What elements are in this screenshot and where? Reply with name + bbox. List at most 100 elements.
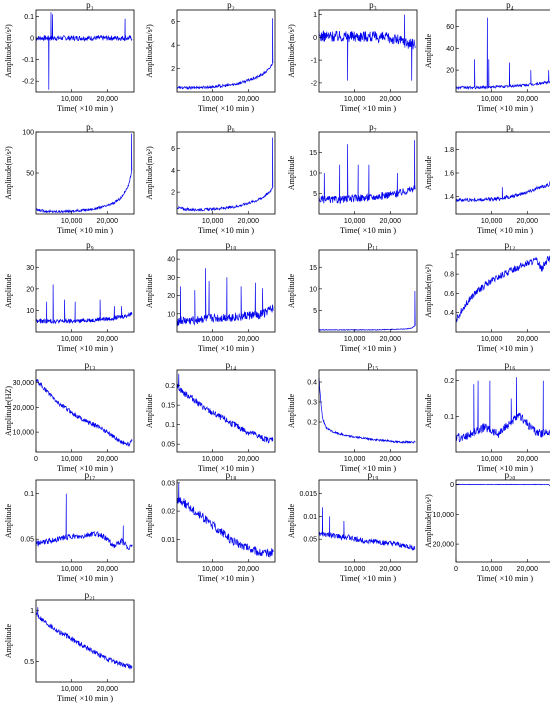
y-axis-label: Amplitude — [287, 273, 296, 309]
y-tick-label: -0.1 — [22, 57, 34, 64]
y-axis-label: Amplitude — [287, 503, 296, 539]
y-tick-label: 60 — [446, 24, 454, 31]
axes-frame — [35, 599, 135, 683]
axes-frame — [455, 369, 550, 453]
x-tick-label: 0 — [454, 566, 458, 573]
y-axis-label: Amplitude(m/s²) — [145, 146, 154, 200]
x-tick-label: 20,000 — [380, 566, 402, 573]
series-line — [35, 12, 133, 90]
chart-title: p₇ — [369, 122, 377, 132]
x-tick-label: 20,000 — [97, 218, 119, 225]
chart-title: p₄ — [506, 0, 514, 10]
y-tick-label: -2 — [311, 80, 317, 87]
chart-panel-6: p₆ 6 4 2 10,000 20,000 Amplitude(m/s²) Time( ×1… — [141, 122, 278, 240]
y-tick-label: 0.1 — [165, 422, 175, 429]
chart-title: p₁₇ — [84, 470, 96, 480]
x-axis-label: Time( ×10 min ) — [197, 103, 255, 113]
y-axis-label: Amplitude(m/s²) — [145, 24, 154, 78]
series-line — [318, 290, 416, 331]
chart-title: p₁₄ — [225, 360, 237, 370]
chart-panel-8: p₈ 1.8 1.6 1.4 10,000 20,000 Amplitude Time( ×1… — [420, 122, 550, 240]
chart-title: p₈ — [506, 122, 514, 132]
y-axis-label: Amplitude — [4, 623, 13, 659]
chart-title: p₁₂ — [504, 240, 516, 250]
chart-svg: 1 0 -1 -2 10,000 20,000 — [311, 9, 418, 103]
chart-svg: 15 10 5 10,000 20,000 — [309, 249, 418, 343]
series-line — [176, 268, 274, 327]
chart-panel-9: p₉ 30 20 10 10,000 20,000 Amplitude Time( ×10 m… — [0, 240, 137, 358]
chart-title: p₁₁ — [367, 240, 379, 250]
y-tick-label: 0.2 — [444, 378, 454, 385]
axes-frame — [35, 9, 135, 93]
y-tick-label: 1.8 — [444, 147, 454, 154]
chart-svg: 0.1 0.05 10,000 20,000 — [20, 479, 135, 573]
x-axis-label: Time( ×10 min ) — [339, 225, 397, 235]
x-tick-label: 10,000 — [481, 96, 503, 103]
y-tick-label: 20,000 — [433, 542, 455, 549]
axes-frame — [318, 479, 418, 563]
x-tick-label: 20,000 — [238, 456, 260, 463]
y-tick-label: 4 — [171, 43, 175, 50]
x-tick-label: 10,000 — [61, 566, 83, 573]
x-tick-label: 20,000 — [238, 96, 260, 103]
chart-title: p₁₉ — [367, 470, 379, 480]
y-tick-label: 0.4 — [307, 380, 317, 387]
chart-svg: 60 40 20 10,000 20,000 — [446, 9, 550, 103]
chart-svg: 0.03 0.02 0.01 10,000 20,000 — [161, 479, 276, 573]
x-tick-label: 10,000 — [344, 456, 366, 463]
axes-frame — [318, 249, 418, 333]
y-tick-label: 0.2 — [307, 420, 317, 427]
y-tick-label: 20,000 — [13, 405, 35, 412]
y-tick-label: 10 — [26, 308, 34, 315]
x-tick-label: 20,000 — [517, 96, 539, 103]
axes-frame — [176, 249, 276, 333]
series-line — [176, 373, 274, 444]
x-axis-label: Time( ×10 min ) — [476, 463, 534, 473]
axes-frame — [318, 131, 418, 215]
chart-panel-15: p₁₅ 0.4 0.3 0.2 10,000 20,000 Amplitude Time( ×… — [283, 360, 420, 478]
x-axis-label: Time( ×10 min ) — [476, 343, 534, 353]
chart-title: p₂₁ — [84, 590, 96, 600]
y-tick-label: 10,000 — [13, 430, 35, 437]
x-tick-label: 20,000 — [97, 336, 119, 343]
x-axis-label: Time( ×10 min ) — [339, 573, 397, 583]
chart-panel-5: p₅ 100 50 10,000 20,000 Amplitude(m/s²) Time( … — [0, 122, 137, 240]
y-axis-label: Amplitude — [4, 273, 13, 309]
x-tick-label: 10,000 — [202, 566, 224, 573]
series-line — [35, 133, 133, 214]
chart-panel-18: p₁₈ 0.03 0.02 0.01 10,000 20,000 Amplitude Time… — [141, 470, 278, 588]
chart-title: p₁₆ — [504, 360, 516, 370]
y-axis-label: Amplitude(m/s²) — [4, 24, 13, 78]
chart-title: p₂ — [227, 0, 235, 10]
series-line — [35, 284, 133, 325]
chart-title: p₁ — [86, 0, 94, 10]
x-axis-label: Time( ×10 min ) — [476, 103, 534, 113]
y-tick-label: 0 — [450, 482, 454, 489]
x-tick-label: 0 — [34, 456, 38, 463]
chart-panel-2: p₂ 6 4 2 10,000 20,000 Amplitude(m/s²) Time( ×1… — [141, 0, 278, 118]
series-line — [455, 180, 550, 203]
chart-svg: 0.015 0.01 0.05 10,000 20,000 — [299, 479, 418, 573]
x-tick-label: 20,000 — [238, 218, 260, 225]
series-line — [176, 482, 274, 558]
y-tick-label: 0.4 — [444, 310, 454, 317]
y-tick-label: 0 — [313, 35, 317, 42]
x-tick-label: 10,000 — [202, 456, 224, 463]
series-line — [455, 17, 550, 91]
y-axis-label: Amplitude — [4, 503, 13, 539]
x-tick-label: 10,000 — [481, 336, 503, 343]
chart-svg: 1 0.5 10,000 20,000 — [24, 599, 135, 693]
chart-panel-1: p₁ 0.1 0 -0.1 -0.2 10,000 20,000 Amplitude(m/s²… — [0, 0, 137, 118]
axes-frame — [455, 249, 550, 333]
x-axis-label: Time( ×10 min ) — [197, 463, 255, 473]
y-tick-label: 1 — [450, 252, 454, 259]
y-tick-label: 1 — [313, 12, 317, 19]
x-tick-label: 20,000 — [238, 566, 260, 573]
chart-svg: 6 4 2 10,000 20,000 — [171, 9, 276, 103]
series-line — [455, 377, 550, 443]
chart-panel-17: p₁₇ 0.1 0.05 10,000 20,000 Amplitude Time( ×10… — [0, 470, 137, 588]
x-tick-label: 10,000 — [61, 218, 83, 225]
chart-panel-10: p₁₀ 40 30 20 10 10,000 20,000 Amplitude Time( ×1… — [141, 240, 278, 358]
x-axis-label: Time( ×10 min ) — [476, 225, 534, 235]
